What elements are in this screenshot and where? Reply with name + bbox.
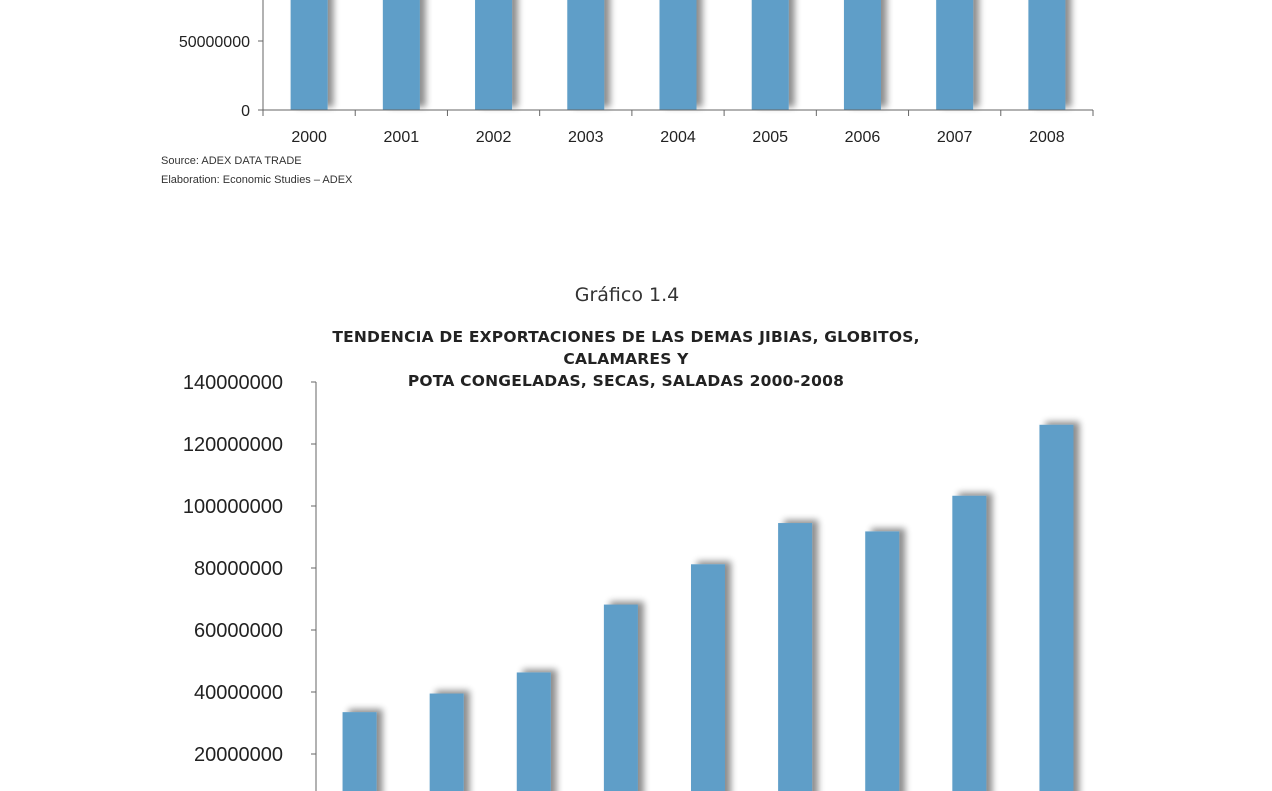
top-x-tick-label: 2005 <box>752 129 788 146</box>
top-y-tick-label: 50000000 <box>179 34 250 51</box>
bar <box>342 712 377 791</box>
top-bar <box>567 0 605 110</box>
elaboration-note: Elaboration: Economic Studies – ADEX <box>161 174 353 186</box>
y-tick-label: 120000000 <box>183 434 283 456</box>
bar <box>516 672 551 791</box>
top-bar <box>475 0 513 110</box>
top-x-tick-label: 2003 <box>568 129 604 146</box>
top-x-tick-label: 2004 <box>660 129 696 146</box>
top-x-tick-label: 2006 <box>845 129 881 146</box>
top-x-tick-label: 2000 <box>291 129 327 146</box>
chart-number: Gráfico 1.4 <box>574 284 680 306</box>
top-x-tick-label: 2007 <box>937 129 973 146</box>
chart-title-line-2: POTA CONGELADAS, SECAS, SALADAS 2000-200… <box>407 372 845 390</box>
y-tick-label: 40000000 <box>194 682 283 704</box>
top-x-tick-label: 2001 <box>384 129 420 146</box>
top-bar <box>1028 0 1066 110</box>
top-bar <box>290 0 328 110</box>
y-tick-label: 80000000 <box>194 558 283 580</box>
bar <box>691 564 725 791</box>
y-tick-label: 60000000 <box>194 620 283 642</box>
top-y-tick-label: 0 <box>241 103 250 120</box>
y-tick-label: 140000000 <box>183 372 283 394</box>
bar <box>952 495 987 791</box>
bar <box>778 523 813 791</box>
top-bar <box>936 0 974 110</box>
bar <box>865 531 900 791</box>
top-bar <box>382 0 420 110</box>
top-bar <box>751 0 789 110</box>
y-tick-label: 100000000 <box>183 496 283 518</box>
bar <box>603 604 638 791</box>
source-note: Source: ADEX DATA TRADE <box>161 155 302 167</box>
top-bar <box>659 0 697 110</box>
top-x-tick-label: 2008 <box>1029 129 1065 146</box>
bar <box>429 693 464 791</box>
chart-title-line-1: TENDENCIA DE EXPORTACIONES DE LAS DEMAS … <box>332 328 920 368</box>
chart-title: TENDENCIA DE EXPORTACIONES DE LAS DEMAS … <box>276 326 976 392</box>
top-x-tick-label: 2002 <box>476 129 512 146</box>
y-tick-label: 20000000 <box>194 744 283 766</box>
bar <box>1039 424 1074 791</box>
top-bar <box>843 0 881 110</box>
top-chart: 0 50000000 2000 2001 2002 2003 2004 2005 2006 200… <box>179 0 1094 146</box>
